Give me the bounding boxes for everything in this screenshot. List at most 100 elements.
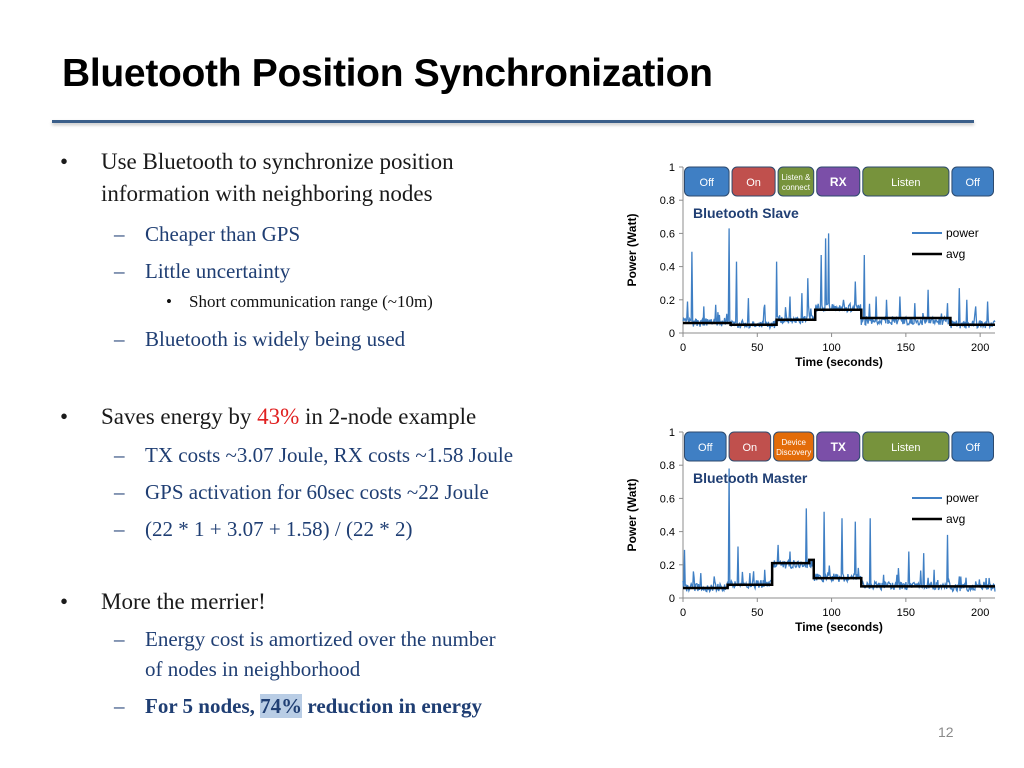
x-axis-label: Time (seconds) bbox=[795, 620, 883, 634]
slave-power-chart-svg: 0 0.2 0.4 0.6 0.8 1 0 50 100 150 200 Time (seconds)… bbox=[625, 162, 996, 369]
reduction-highlight: 74% bbox=[260, 694, 303, 718]
power-series-line bbox=[682, 228, 996, 331]
phase-box bbox=[684, 431, 727, 462]
dash-marker: – bbox=[114, 327, 125, 351]
y-tick-label: 0.4 bbox=[660, 262, 675, 274]
y-tick-label: 0 bbox=[669, 593, 675, 605]
legend-label-avg: avg bbox=[946, 512, 965, 526]
y-axis-label: Power (Watt) bbox=[625, 479, 639, 552]
bullet-2-post: in 2-node example bbox=[299, 404, 477, 429]
master-power-chart: 0 0.2 0.4 0.6 0.8 1 0 50 100 150 200 Time (seconds)… bbox=[620, 420, 1020, 655]
dash-marker: – bbox=[114, 443, 125, 467]
avg-series-line bbox=[683, 558, 995, 590]
x-tick-label: 0 bbox=[680, 342, 686, 354]
y-tick-label: 0.4 bbox=[660, 527, 675, 539]
x-tick-label: 150 bbox=[897, 342, 915, 354]
master-power-chart-svg: 0 0.2 0.4 0.6 0.8 1 0 50 100 150 200 Time (seconds)… bbox=[625, 427, 996, 634]
bullet-1-sub-2: Little uncertainty bbox=[145, 259, 291, 283]
phase-box bbox=[816, 431, 861, 462]
phase-off: Off bbox=[951, 431, 994, 462]
chart-title: Bluetooth Slave bbox=[693, 205, 799, 221]
bullet-2-sub-1: TX costs ~3.07 Joule, RX costs ~1.58 Jou… bbox=[145, 443, 514, 467]
phase-off: Off bbox=[684, 166, 730, 197]
bullet-dot: • bbox=[60, 149, 69, 174]
y-tick-label: 0.2 bbox=[660, 560, 675, 572]
dash-marker: – bbox=[114, 480, 125, 504]
chart-title: Bluetooth Master bbox=[693, 470, 808, 486]
y-axis-label: Power (Watt) bbox=[625, 214, 639, 287]
x-tick-label: 200 bbox=[971, 607, 989, 619]
page-number: 12 bbox=[938, 724, 954, 740]
phase-off: Off bbox=[951, 166, 994, 197]
phase-label: Off bbox=[700, 177, 715, 189]
slave-power-chart: 0 0.2 0.4 0.6 0.8 1 0 50 100 150 200 Time (seconds)… bbox=[620, 155, 1020, 390]
bullet-dot: • bbox=[60, 404, 69, 429]
phase-label: On bbox=[746, 177, 761, 189]
phase-off: Off bbox=[684, 431, 727, 462]
legend-label-power: power bbox=[946, 226, 979, 240]
bullet-1-subsub-1: Short communication range (~10m) bbox=[189, 292, 433, 311]
bullet-3-sub-2-pre: For 5 nodes, bbox=[145, 694, 261, 718]
x-tick-label: 50 bbox=[751, 607, 763, 619]
phase-label: Off bbox=[965, 442, 980, 454]
bullet-dot-small: • bbox=[166, 292, 172, 311]
bullet-1-sub-1: Cheaper than GPS bbox=[145, 222, 301, 246]
phase-label: Discovery bbox=[776, 448, 811, 457]
phase-box bbox=[862, 431, 950, 462]
bullet-2-line: Saves energy by 43% in 2-node example bbox=[101, 401, 476, 433]
phase-label: RX bbox=[830, 175, 847, 189]
phase-box bbox=[777, 166, 815, 197]
title-divider bbox=[52, 120, 974, 123]
bullet-3-sub-2-post: reduction in energy bbox=[302, 694, 482, 718]
phase-box bbox=[862, 166, 950, 197]
phase-listen: Listen bbox=[862, 431, 950, 462]
phase-on: On bbox=[731, 166, 776, 197]
phase-rx: RX bbox=[816, 166, 861, 197]
y-tick-label: 0.8 bbox=[660, 460, 675, 472]
phase-listen: Listen bbox=[862, 166, 950, 197]
bullet-3-line: More the merrier! bbox=[101, 589, 266, 614]
bullet-2-pre: Saves energy by bbox=[101, 404, 258, 429]
phase-label: Listen bbox=[891, 177, 920, 189]
phase-box bbox=[684, 166, 730, 197]
bullet-1-line2: information with neighboring nodes bbox=[101, 181, 433, 206]
y-tick-label: 0.6 bbox=[660, 228, 675, 240]
x-tick-label: 100 bbox=[822, 607, 840, 619]
x-tick-label: 150 bbox=[897, 607, 915, 619]
y-tick-label: 1 bbox=[669, 427, 675, 439]
bullet-3-sub-2: For 5 nodes, 74% reduction in energy bbox=[145, 691, 482, 721]
phase-label: Off bbox=[965, 177, 980, 189]
phase-on: On bbox=[728, 431, 772, 462]
x-tick-label: 0 bbox=[680, 607, 686, 619]
avg-series-line bbox=[683, 308, 995, 326]
phase-box bbox=[728, 431, 772, 462]
y-tick-label: 0.2 bbox=[660, 295, 675, 307]
dash-marker: – bbox=[114, 259, 125, 283]
bullet-2-sub-3: (22 * 1 + 3.07 + 1.58) / (22 * 2) bbox=[145, 517, 413, 541]
phase-label: Listen bbox=[891, 442, 920, 454]
phase-box bbox=[773, 431, 815, 462]
bullet-3-sub-1-line2: of nodes in neighborhood bbox=[145, 657, 361, 681]
phase-listen-connect: Listen &connect bbox=[777, 166, 815, 197]
phase-box bbox=[816, 166, 861, 197]
phase-label: On bbox=[743, 442, 758, 454]
dash-marker: – bbox=[114, 517, 125, 541]
x-axis-label: Time (seconds) bbox=[795, 355, 883, 369]
dash-marker: – bbox=[114, 222, 125, 246]
phase-label: connect bbox=[782, 183, 811, 192]
x-tick-label: 100 bbox=[822, 342, 840, 354]
energy-savings-highlight: 43% bbox=[257, 404, 300, 429]
dash-marker: – bbox=[114, 627, 125, 651]
phase-tx: TX bbox=[816, 431, 861, 462]
bullet-2-sub-2: GPS activation for 60sec costs ~22 Joule bbox=[145, 480, 489, 504]
phase-box bbox=[951, 166, 994, 197]
bullet-list: • Use Bluetooth to synchronize position … bbox=[60, 149, 514, 721]
x-tick-label: 200 bbox=[971, 342, 989, 354]
bullet-3-sub-1-line1: Energy cost is amortized over the number bbox=[145, 627, 496, 651]
dash-marker: – bbox=[114, 694, 125, 718]
y-tick-label: 0.8 bbox=[660, 195, 675, 207]
bullet-dot: • bbox=[60, 589, 69, 614]
legend-label-avg: avg bbox=[946, 247, 965, 261]
phase-box bbox=[951, 431, 994, 462]
